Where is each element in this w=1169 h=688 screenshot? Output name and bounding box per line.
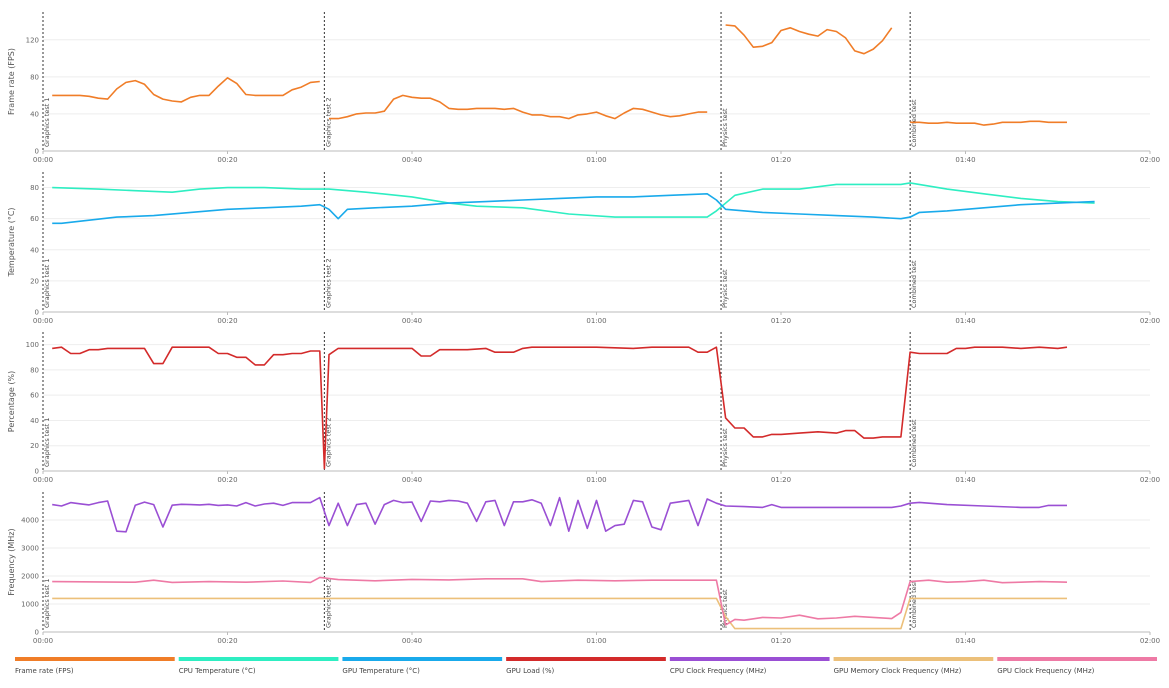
x-tick-label: 02:00: [1140, 476, 1160, 484]
y-axis-label: Frequency (MHz): [7, 528, 16, 595]
legend-swatch-frame-rate-fps: [15, 657, 175, 661]
x-tick-label: 00:20: [217, 476, 237, 484]
x-tick-label: 00:40: [402, 476, 422, 484]
series-line-cpu-clock-frequency-mhz: [52, 496, 1067, 533]
legend-swatch-gpu-load: [506, 657, 666, 661]
x-tick-label: 01:20: [771, 476, 791, 484]
y-tick-label: 40: [30, 417, 39, 425]
test-marker-label: Physics test: [721, 428, 729, 467]
legend-swatch-gpu-memory-clock-frequency-mhz: [833, 657, 994, 661]
legend-swatch-cpu-temperature-c: [178, 657, 339, 661]
y-tick-label: 40: [30, 246, 39, 254]
series-line-frame-rate-fps: [910, 120, 1067, 126]
legend-label: GPU Temperature (°C): [342, 667, 420, 675]
legend-swatch-gpu-clock-frequency-mhz: [997, 657, 1157, 661]
y-tick-label: 20: [30, 442, 39, 450]
x-tick-label: 00:40: [402, 156, 422, 164]
legend-label: Frame rate (FPS): [15, 667, 74, 675]
series-line-frame-rate-fps: [329, 94, 708, 120]
test-marker-label: Physics test: [721, 269, 729, 308]
series-line-gpu-clock-frequency-mhz: [52, 576, 1068, 626]
x-tick-label: 01:40: [955, 476, 975, 484]
y-tick-label: 0: [35, 629, 39, 637]
y-tick-label: 60: [30, 215, 39, 223]
x-tick-label: 00:00: [33, 476, 53, 484]
chart-panel-4: 0 1000 2000 3000 4000 00:00 00:20 00:40 01:00 01:…: [7, 492, 1160, 645]
legend-swatch-cpu-clock-frequency-mhz: [669, 657, 830, 661]
series-line-frame-rate-fps: [725, 24, 893, 55]
x-tick-label: 02:00: [1140, 156, 1160, 164]
test-marker-label: Graphics test 2: [324, 418, 332, 467]
x-tick-label: 01:00: [586, 637, 606, 645]
x-tick-label: 00:00: [33, 156, 53, 164]
y-tick-label: 20: [30, 277, 39, 285]
x-tick-label: 01:40: [955, 156, 975, 164]
x-tick-label: 01:20: [771, 637, 791, 645]
x-tick-label: 01:00: [586, 476, 606, 484]
y-tick-label: 0: [35, 468, 39, 476]
legend-swatch-gpu-temperature-c: [342, 657, 503, 661]
legend-label: CPU Temperature (°C): [179, 667, 256, 675]
x-tick-label: 00:00: [33, 637, 53, 645]
chart-panel-2: 0 20 40 60 80 00:00 00:20 00:40 01:00 01:20 01:40 0…: [7, 172, 1160, 325]
x-tick-label: 01:00: [586, 156, 606, 164]
y-axis-label: Percentage (%): [7, 371, 16, 432]
x-tick-label: 01:00: [586, 317, 606, 325]
x-tick-label: 00:40: [402, 637, 422, 645]
test-marker-label: Graphics test 1: [43, 418, 51, 467]
y-tick-label: 0: [35, 148, 39, 156]
y-tick-label: 80: [30, 184, 39, 192]
y-tick-label: 2000: [21, 573, 39, 581]
x-tick-label: 00:00: [33, 317, 53, 325]
y-tick-label: 100: [26, 341, 39, 349]
x-tick-label: 00:40: [402, 317, 422, 325]
x-tick-label: 01:40: [955, 637, 975, 645]
legend-label: CPU Clock Frequency (MHz): [670, 667, 767, 675]
x-tick-label: 01:40: [955, 317, 975, 325]
x-tick-label: 00:20: [217, 156, 237, 164]
test-marker-label: Graphics test 2: [324, 259, 332, 308]
x-tick-label: 01:20: [771, 317, 791, 325]
y-tick-label: 40: [30, 110, 39, 118]
series-line-gpu-load: [52, 346, 1068, 470]
y-tick-label: 3000: [21, 545, 39, 553]
chart-panel-3: 0 20 40 60 80 100 00:00 00:20 00:40 01:00 01:20 01:…: [7, 332, 1160, 484]
series-line-gpu-temperature-c: [52, 193, 1095, 225]
y-tick-label: 60: [30, 392, 39, 400]
test-marker-label: Graphics test 2: [324, 579, 332, 628]
test-marker-label: Physics test: [721, 589, 729, 628]
series-line-frame-rate-fps: [52, 77, 320, 103]
y-axis-label: Temperature (°C): [7, 207, 16, 277]
chart-panel-1: 0 40 80 120 00:00 00:20 00:40 01:00 01:20 01:40 02…: [7, 12, 1160, 164]
test-marker-label: Graphics test 1: [43, 98, 51, 147]
test-marker-label: Graphics test 1: [43, 259, 51, 308]
y-tick-label: 80: [30, 73, 39, 81]
test-marker-label: Physics test: [721, 108, 729, 147]
test-marker-label: Graphics test 1: [43, 579, 51, 628]
test-marker-label: Graphics test 2: [324, 98, 332, 147]
y-tick-label: 120: [26, 36, 39, 44]
y-axis-label: Frame rate (FPS): [7, 48, 16, 115]
x-tick-label: 00:20: [217, 637, 237, 645]
x-tick-label: 00:20: [217, 317, 237, 325]
test-marker-label: Combined test: [910, 419, 918, 467]
y-tick-label: 80: [30, 366, 39, 374]
test-marker-label: Combined test: [910, 580, 918, 628]
x-tick-label: 01:20: [771, 156, 791, 164]
y-tick-label: 1000: [21, 601, 39, 609]
legend-label: GPU Clock Frequency (MHz): [997, 667, 1094, 675]
y-tick-label: 0: [35, 309, 39, 317]
x-tick-label: 02:00: [1140, 317, 1160, 325]
y-tick-label: 4000: [21, 517, 39, 525]
legend-label: GPU Load (%): [506, 667, 554, 675]
test-marker-label: Combined test: [910, 260, 918, 308]
legend-label: GPU Memory Clock Frequency (MHz): [834, 667, 962, 675]
legend: Frame rate (FPS) CPU Temperature (°C) GPU …: [15, 657, 1157, 675]
x-tick-label: 02:00: [1140, 637, 1160, 645]
series-line-cpu-temperature-c: [52, 182, 1095, 218]
